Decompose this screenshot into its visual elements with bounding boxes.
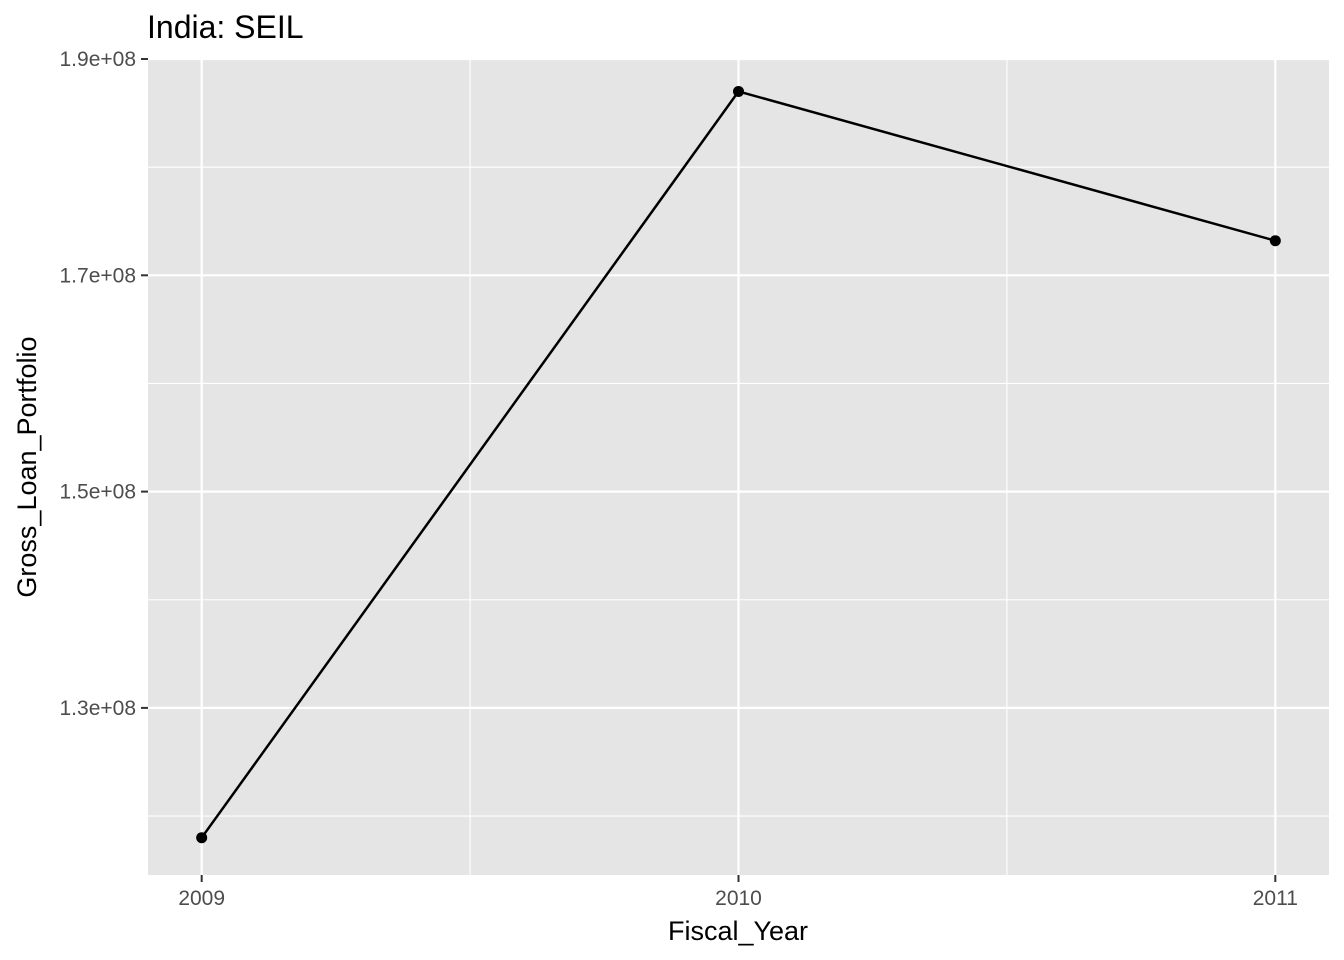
y-tick-label: 1.5e+08 bbox=[60, 481, 137, 504]
x-axis: 2009 2010 2011 bbox=[178, 875, 1298, 910]
data-point bbox=[1269, 235, 1281, 247]
y-tick-label: 1.3e+08 bbox=[60, 697, 137, 720]
series-layer bbox=[196, 85, 1281, 844]
y-axis-title: Gross_Loan_Portfolio bbox=[12, 336, 42, 597]
major-gridlines bbox=[148, 57, 1329, 875]
data-point bbox=[733, 85, 744, 97]
x-tick-label: 2011 bbox=[1253, 887, 1298, 910]
x-axis-title: Fiscal_Year bbox=[668, 916, 808, 946]
chart-title: India: SEIL bbox=[147, 9, 304, 45]
y-axis: 1.3e+08 1.5e+08 1.7e+08 1.9e+08 bbox=[60, 48, 148, 720]
x-tick-label: 2010 bbox=[715, 887, 762, 910]
x-tick-label: 2009 bbox=[178, 887, 225, 910]
y-tick-label: 1.7e+08 bbox=[60, 264, 137, 287]
data-point bbox=[196, 832, 208, 844]
y-tick-label: 1.9e+08 bbox=[60, 48, 137, 71]
